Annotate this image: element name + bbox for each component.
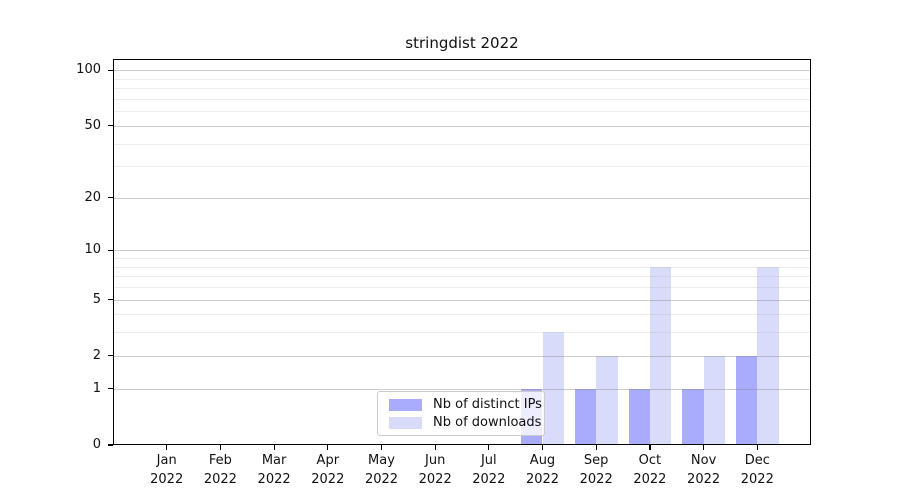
bar-nb-of-downloads-oct <box>649 266 672 445</box>
bar-nb-of-downloads-nov <box>703 355 725 445</box>
bar-nb-of-downloads-sep <box>596 355 618 445</box>
legend-swatch-distinct-ips-icon <box>389 398 422 411</box>
legend-label-downloads: Nb of downloads <box>433 415 542 430</box>
gridline-minor <box>113 98 811 100</box>
x-tick-label: Mar 2022 <box>257 453 291 487</box>
bar-nb-of-distinct-ips-oct <box>628 388 650 445</box>
y-tick-label: 100 <box>76 62 101 78</box>
gridline-minor <box>113 314 811 316</box>
gridline-major <box>113 250 811 252</box>
y-tick <box>108 355 113 357</box>
x-tick-label: Aug 2022 <box>525 453 560 487</box>
x-tick <box>434 445 436 450</box>
y-tick-label: 0 <box>92 437 101 452</box>
x-tick <box>166 445 168 450</box>
x-tick-label: Apr 2022 <box>311 453 345 487</box>
y-tick <box>108 125 113 127</box>
bar-nb-of-downloads-aug <box>542 332 564 445</box>
x-tick-label: Sep 2022 <box>579 453 613 487</box>
gridline-minor <box>113 78 811 80</box>
gridline-major <box>113 299 811 301</box>
y-tick-label: 20 <box>84 189 101 205</box>
x-tick <box>380 445 383 450</box>
gridline-major <box>113 197 811 199</box>
bar-nb-of-distinct-ips-dec <box>735 355 758 445</box>
chart-title: stringdist 2022 <box>405 34 519 52</box>
y-tick-label: 5 <box>92 291 101 307</box>
legend-swatch-downloads-icon <box>389 416 422 429</box>
gridline-minor <box>113 266 811 268</box>
x-tick-label: Jun 2022 <box>418 453 452 487</box>
y-tick-label: 1 <box>92 380 101 396</box>
x-tick <box>273 445 275 450</box>
x-tick <box>756 445 758 450</box>
x-tick <box>541 445 544 450</box>
x-tick-label: Oct 2022 <box>633 453 667 487</box>
x-tick-label: Dec 2022 <box>740 453 774 487</box>
gridline-minor <box>113 332 811 334</box>
y-tick <box>108 197 113 199</box>
gridline-major <box>113 125 811 127</box>
gridline-minor <box>113 287 811 288</box>
x-tick <box>219 445 222 450</box>
plot-area: Nb of distinct IPs Nb of downloads 0 1 2 5 1… <box>76 59 811 487</box>
legend-label-distinct-ips: Nb of distinct IPs <box>433 397 542 412</box>
legend-item-downloads: Nb of downloads <box>389 415 544 430</box>
x-tick <box>327 445 329 450</box>
y-tick <box>108 388 113 390</box>
gridline-minor <box>113 258 811 259</box>
gridline-minor <box>113 111 811 113</box>
bar-nb-of-distinct-ips-sep <box>574 388 597 445</box>
y-tick <box>108 444 113 446</box>
legend: Nb of distinct IPs Nb of downloads <box>377 391 545 436</box>
y-tick <box>108 298 113 301</box>
gridline-minor <box>113 143 811 145</box>
y-tick-label: 10 <box>84 242 101 258</box>
gridline-minor <box>113 166 811 168</box>
x-tick <box>488 445 490 450</box>
x-tick-label: Feb 2022 <box>203 453 237 487</box>
gridline-major <box>113 70 811 72</box>
y-tick <box>108 69 113 71</box>
gridline-minor <box>113 276 811 278</box>
bar-nb-of-distinct-ips-nov <box>682 388 704 445</box>
gridline-minor <box>113 88 811 90</box>
x-tick-label: Nov 2022 <box>687 453 721 487</box>
x-tick <box>649 445 651 450</box>
x-tick-label: Jul 2022 <box>472 453 506 487</box>
y-tick-label: 50 <box>84 117 101 133</box>
x-tick-label: May 2022 <box>364 453 399 487</box>
x-tick <box>703 445 705 450</box>
gridline-major <box>113 388 811 390</box>
bar-nb-of-downloads-dec <box>757 266 779 445</box>
gridline-major <box>113 355 811 357</box>
y-tick <box>108 249 113 251</box>
y-tick-label: 2 <box>92 347 101 363</box>
x-tick-label: Jan 2022 <box>150 453 184 487</box>
x-tick <box>595 445 597 450</box>
legend-item-distinct-ips: Nb of distinct IPs <box>389 397 544 412</box>
